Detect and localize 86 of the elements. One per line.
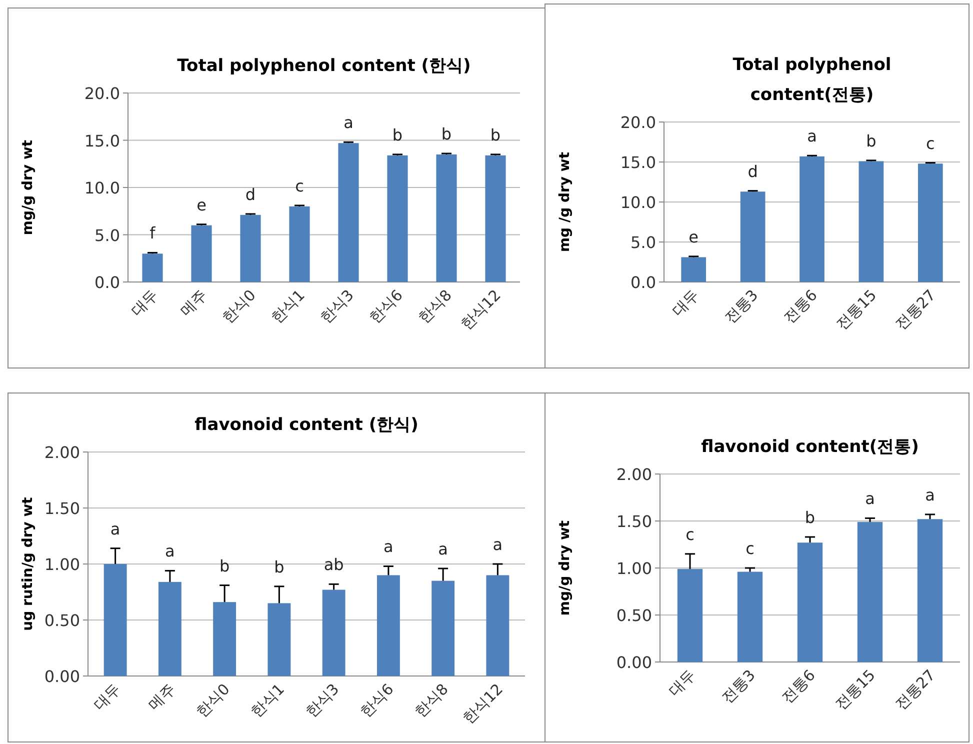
annotation: b [866, 131, 876, 150]
y-tick-label: 10.0 [84, 178, 120, 198]
annotation: ab [324, 555, 344, 574]
y-tick-label: 15.0 [84, 131, 120, 150]
annotation: a [438, 539, 448, 558]
chart-title: Total polyphenol content(전통) [732, 55, 892, 105]
annotation: a [807, 126, 817, 146]
annotation: a [865, 489, 875, 508]
annotation: b [392, 125, 403, 144]
x-tick-label: 대두 [664, 666, 699, 700]
bar [432, 580, 455, 676]
annotation: d [748, 162, 758, 181]
bar [858, 161, 884, 282]
bar [436, 154, 457, 282]
y-axis-title: ug rutin/g dry wt [20, 496, 36, 631]
y-tick-label: 0.0 [94, 273, 120, 292]
chart-title: flavonoid content (한식) [194, 415, 418, 435]
y-tick-label: 0.00 [44, 667, 80, 686]
annotation: e [688, 227, 699, 246]
bar [240, 214, 261, 282]
bar [800, 156, 824, 282]
bar [740, 192, 766, 282]
y-tick-label: 0.50 [44, 611, 80, 630]
y-tick-label: 1.50 [616, 512, 652, 531]
x-tick-label: 대두 [668, 286, 702, 320]
annotation: c [926, 134, 935, 153]
bar [387, 155, 408, 282]
bar [797, 542, 823, 662]
x-tick-label: 메주 [176, 286, 210, 320]
bar [677, 568, 703, 662]
y-tick-label: 0.00 [616, 653, 652, 672]
annotation: d [245, 184, 256, 204]
bar [158, 582, 182, 676]
y-tick-label: 2.00 [44, 443, 80, 462]
bar [681, 257, 706, 282]
chart-title: Total polyphenol content (한식) [177, 56, 471, 76]
x-tick-label: 메주 [144, 680, 179, 714]
x-tick-label: 대두 [90, 680, 124, 714]
annotation: a [344, 113, 354, 132]
annotation: b [441, 124, 452, 144]
bar [737, 572, 763, 662]
bar [268, 603, 291, 676]
annotation: f [150, 224, 156, 243]
y-tick-label: 1.50 [44, 499, 80, 518]
annotation: e [196, 195, 206, 214]
bar [338, 143, 359, 282]
bar [322, 590, 346, 676]
annotation: b [219, 556, 230, 576]
bar [142, 254, 163, 282]
x-tick-label: 대두 [127, 286, 162, 320]
y-tick-label: 15.0 [620, 153, 656, 172]
y-tick-label: 2.00 [616, 465, 652, 484]
annotation: b [274, 557, 284, 576]
chart-title: flavonoid content(전통) [701, 437, 919, 457]
bar [191, 225, 212, 282]
annotation: a [384, 537, 394, 556]
bar [917, 519, 943, 662]
bar [485, 155, 506, 282]
y-tick-label: 10.0 [620, 193, 656, 212]
y-tick-label: 1.00 [616, 559, 652, 578]
bar [289, 206, 310, 282]
annotation: a [925, 485, 935, 504]
y-tick-label: 0.50 [616, 606, 652, 625]
bar [104, 564, 127, 676]
bar [486, 575, 510, 676]
y-tick-label: 1.00 [44, 555, 80, 574]
y-tick-label: 0.0 [630, 273, 656, 292]
y-axis-title: mg/g dry wt [20, 140, 36, 236]
annotation: a [492, 535, 503, 554]
annotation: a [110, 519, 120, 538]
y-tick-label: 5.0 [630, 233, 656, 252]
bar [213, 602, 236, 676]
y-axis-title: mg/g dry wt [557, 520, 573, 616]
annotation: b [490, 125, 501, 144]
annotation: c [295, 176, 304, 196]
bar [918, 164, 943, 282]
y-axis-title: mg /g dry wt [557, 152, 573, 252]
y-tick-label: 5.0 [94, 226, 120, 245]
annotation: c [746, 539, 754, 558]
y-tick-label: 20.0 [620, 113, 656, 132]
y-tick-label: 20.0 [84, 84, 120, 103]
bar [857, 522, 883, 662]
annotation: c [686, 524, 694, 544]
annotation: a [165, 542, 175, 561]
bar [376, 575, 400, 676]
annotation: b [804, 508, 816, 527]
